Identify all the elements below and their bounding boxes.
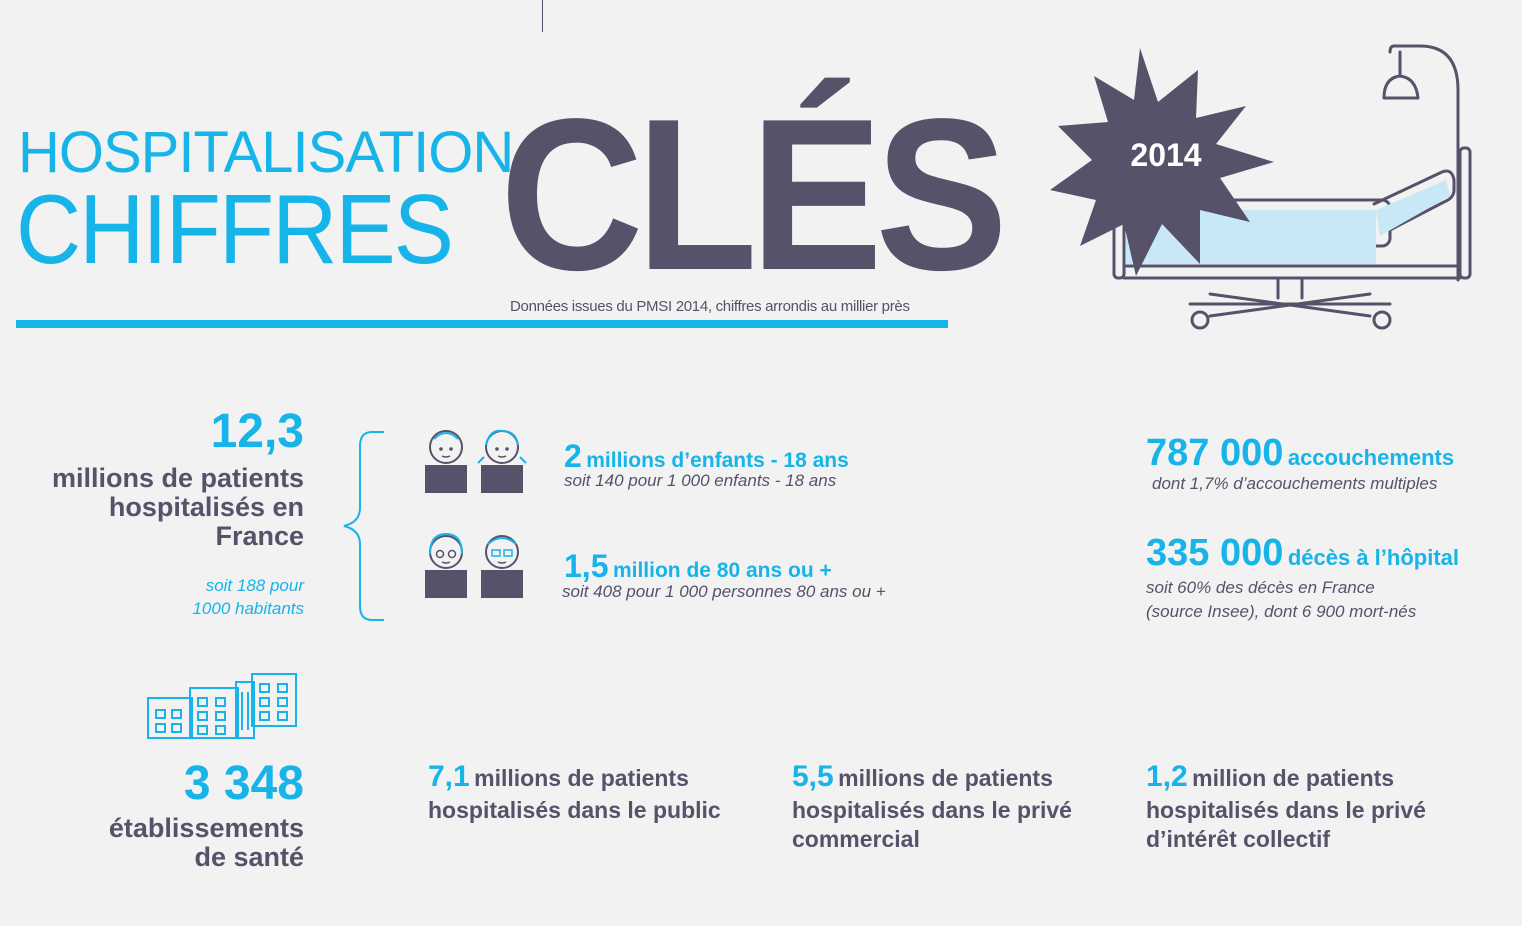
- deaths-sub-line1: soit 60% des décès en France: [1146, 578, 1375, 597]
- establishments-label-line2: de santé: [194, 842, 304, 872]
- brace-icon: [343, 431, 384, 621]
- patients-label-line1: millions de patients: [51, 463, 304, 493]
- public-number: 7,1: [428, 760, 470, 793]
- births-number: 787 000: [1146, 432, 1284, 474]
- deaths-stat: 335 000 décès à l’hôpital: [1146, 532, 1459, 575]
- establishments-label: établissements de santé: [40, 814, 304, 872]
- public-text-line1: millions de patients: [474, 765, 689, 791]
- patients-label-line3: France: [215, 521, 304, 551]
- patients-sub-line2: 1000 habitants: [192, 599, 304, 618]
- patients-label-line2: hospitalisés en: [108, 492, 304, 522]
- births-text: accouchements: [1287, 445, 1455, 470]
- elderly-sub: soit 408 pour 1 000 personnes 80 ans ou …: [562, 582, 886, 601]
- private-commercial-text-line1: millions de patients: [838, 765, 1053, 791]
- children-sub: soit 140 pour 1 000 enfants - 18 ans: [564, 471, 837, 490]
- elderly-stat: 1,5 million de 80 ans ou +: [564, 548, 832, 585]
- elderly-number: 1,5: [564, 548, 609, 584]
- patients-sub-line1: soit 188 pour: [205, 576, 304, 595]
- hospital-bed-icon: 2014: [1050, 44, 1472, 330]
- establishments-number: 3 348: [183, 757, 304, 810]
- children-stat: 2 millions d’enfants - 18 ans: [564, 438, 849, 475]
- source-note: Données issues du PMSI 2014, chiffres ar…: [510, 298, 910, 315]
- private-collective-text-line1: million de patients: [1192, 765, 1395, 791]
- public-stat: 7,1 millions de patients hospitalisés da…: [428, 762, 721, 825]
- deaths-number: 335 000: [1146, 532, 1284, 574]
- establishments-label-line1: établissements: [108, 813, 304, 843]
- private-collective-text-line3: d’intérêt collectif: [1146, 826, 1331, 852]
- private-commercial-stat: 5,5 millions de patients hospitalisés da…: [792, 762, 1072, 854]
- elderly-text: million de 80 ans ou +: [612, 559, 832, 582]
- patients-number: 12,3: [210, 405, 304, 458]
- title-cles: CLÉS: [500, 73, 1008, 315]
- private-commercial-text-line3: commercial: [792, 826, 920, 852]
- patients-sub: soit 188 pour 1000 habitants: [140, 574, 304, 620]
- deaths-text: décès à l’hôpital: [1287, 545, 1459, 570]
- private-commercial-text-line2: hospitalisés dans le privé: [792, 797, 1072, 823]
- public-text-line2: hospitalisés dans le public: [428, 797, 721, 823]
- deaths-sub: soit 60% des décès en France (source Ins…: [1146, 576, 1416, 624]
- buildings-icon: [147, 673, 297, 739]
- private-collective-stat: 1,2 million de patients hospitalisés dan…: [1146, 762, 1426, 854]
- title-hospitalisation: HOSPITALISATION: [18, 120, 514, 185]
- elderly-woman-icon: [425, 532, 523, 598]
- patients-label: millions de patients hospitalisés en Fra…: [20, 464, 304, 551]
- private-collective-text-line2: hospitalisés dans le privé: [1146, 797, 1426, 823]
- births-sub: dont 1,7% d’accouchements multiples: [1152, 474, 1438, 493]
- deaths-sub-line2: (source Insee), dont 6 900 mort-nés: [1146, 602, 1417, 621]
- children-text: millions d’enfants - 18 ans: [586, 449, 849, 472]
- child-boy-icon: [425, 429, 527, 493]
- top-divider: [542, 0, 543, 32]
- births-stat: 787 000 accouchements: [1146, 432, 1454, 475]
- title-chiffres: CHIFFRES: [16, 174, 454, 284]
- year-label: 2014: [1130, 137, 1201, 173]
- children-number: 2: [564, 438, 582, 474]
- header-rule: [16, 320, 948, 328]
- private-collective-number: 1,2: [1146, 760, 1188, 793]
- private-commercial-number: 5,5: [792, 760, 834, 793]
